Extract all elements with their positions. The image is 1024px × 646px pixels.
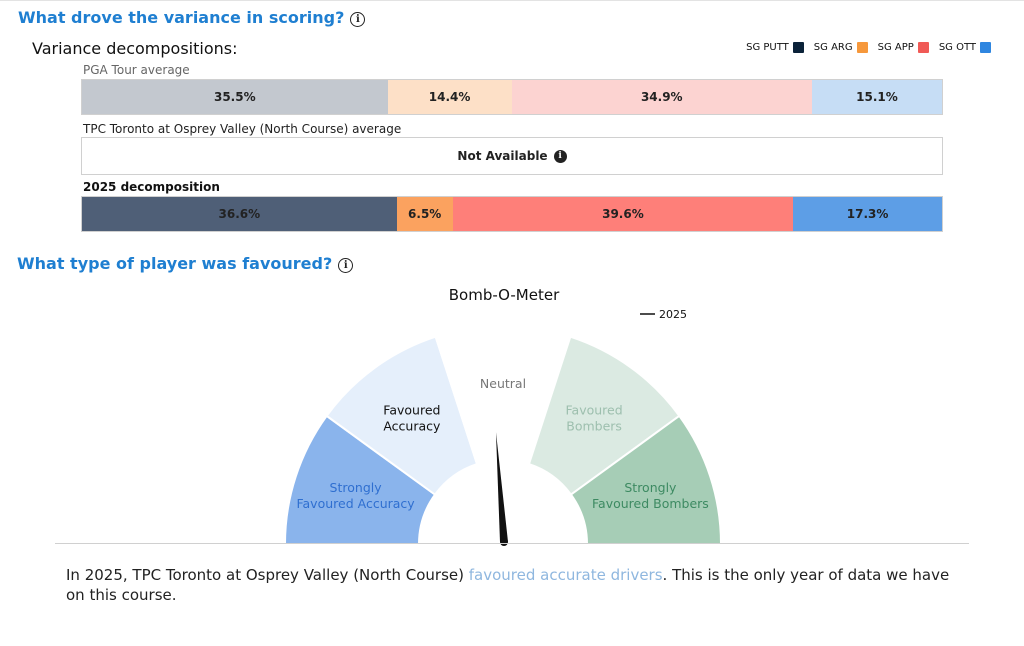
- summary-suffix: . This is the only year of data we have …: [66, 566, 950, 604]
- variance-section-title: What drove the variance in scoring? i: [18, 8, 366, 27]
- sector-favoured-accuracy: [325, 335, 479, 497]
- variance-subtitle: Variance decompositions:: [32, 39, 238, 58]
- chart-legend-label: 2025: [659, 308, 687, 321]
- year-decomposition-bar: 36.6% 6.5% 39.6% 17.3%: [81, 196, 943, 232]
- sector-strongly-favoured-accuracy: [283, 414, 437, 545]
- sector-strongly-favoured-bombers: [569, 414, 723, 545]
- legend-swatch: [856, 42, 868, 53]
- info-icon[interactable]: i: [553, 149, 567, 163]
- sector-label: Favoured Accuracy: [383, 403, 441, 434]
- player-title-text: What type of player was favoured?: [17, 254, 333, 273]
- legend-item-sg-app: SG APP: [878, 42, 929, 53]
- summary-highlight[interactable]: favoured accurate drivers: [468, 566, 663, 584]
- legend-item-sg-arg: SG ARG: [814, 42, 868, 53]
- legend-item-sg-putt: SG PUTT: [746, 42, 804, 53]
- summary-text: In 2025, TPC Toronto at Osprey Valley (N…: [66, 565, 966, 605]
- summary-prefix: In 2025, TPC Toronto at Osprey Valley (N…: [66, 566, 469, 584]
- year-decomposition-label: 2025 decomposition: [83, 180, 220, 194]
- segment-sg-putt: 35.5%: [82, 80, 388, 114]
- segment-sg-arg: 6.5%: [396, 197, 453, 231]
- sector-label: Strongly Favoured Bombers: [592, 480, 709, 511]
- segment-sg-arg: 14.4%: [387, 80, 512, 114]
- segment-sg-app: 34.9%: [511, 80, 812, 114]
- legend-swatch: [980, 42, 991, 53]
- legend-swatch: [792, 42, 804, 53]
- legend-swatch: [917, 42, 929, 53]
- legend-label: SG APP: [877, 42, 914, 53]
- top-divider: [0, 0, 1024, 1]
- chart-title: Bomb-O-Meter: [449, 286, 560, 304]
- legend-label: SG OTT: [938, 42, 976, 53]
- course-not-available-box: Not Available i: [81, 137, 943, 175]
- sector-label: Strongly Favoured Accuracy: [296, 480, 415, 511]
- segment-sg-app: 39.6%: [452, 197, 794, 231]
- gauge-baseline-divider: [55, 543, 969, 544]
- player-section-title: What type of player was favoured? i: [17, 254, 354, 273]
- tour-average-bar: 35.5% 14.4% 34.9% 15.1%: [81, 79, 943, 115]
- bomb-o-meter-chart: Bomb-O-Meter 2025 Strongly Favoured Accur…: [283, 286, 723, 546]
- segment-sg-putt: 36.6%: [82, 197, 397, 231]
- variance-legend: SG PUTT SG ARG SG APP SG OTT: [746, 42, 991, 53]
- gauge-needle: [495, 432, 508, 543]
- sector-label: Neutral: [480, 376, 526, 391]
- segment-sg-ott: 15.1%: [811, 80, 942, 114]
- info-icon[interactable]: i: [338, 258, 354, 273]
- course-average-label: TPC Toronto at Osprey Valley (North Cour…: [83, 122, 402, 136]
- gauge-needle-hub: [500, 538, 508, 546]
- sector-label: Favoured Bombers: [566, 403, 623, 434]
- legend-label: SG ARG: [813, 42, 853, 53]
- info-icon[interactable]: i: [350, 12, 366, 27]
- not-available-text: Not Available: [457, 149, 548, 163]
- segment-sg-ott: 17.3%: [793, 197, 942, 231]
- variance-title-text: What drove the variance in scoring?: [18, 8, 345, 27]
- tour-average-label: PGA Tour average: [83, 63, 190, 77]
- sector-favoured-bombers: [527, 335, 681, 497]
- legend-item-sg-ott: SG OTT: [939, 42, 991, 53]
- sector-neutral: [434, 325, 572, 466]
- legend-label: SG PUTT: [746, 42, 789, 53]
